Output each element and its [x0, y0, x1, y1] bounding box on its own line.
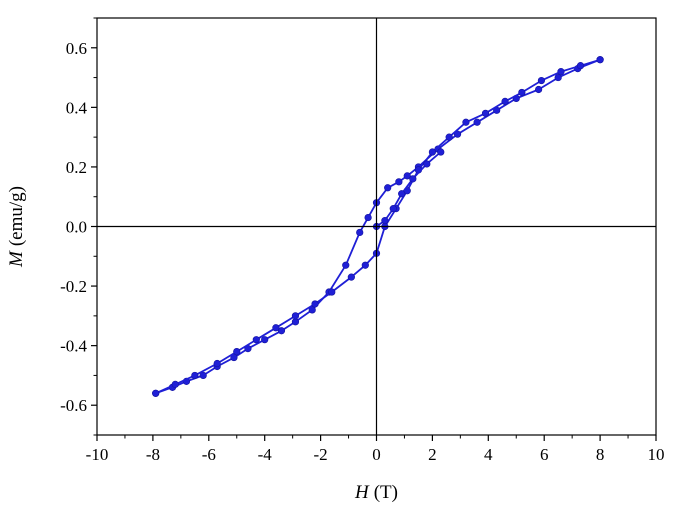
data-point [347, 273, 355, 281]
x-tick-label: 4 [484, 445, 493, 464]
axes [91, 17, 657, 441]
x-tick-label: -10 [86, 445, 109, 464]
data-point [291, 312, 300, 320]
data-point [428, 148, 437, 156]
data-point [384, 184, 392, 192]
y-tick-label: -0.4 [60, 337, 87, 356]
data-point [537, 76, 546, 85]
y-tick-label: 0.6 [66, 39, 87, 58]
x-tick-label: 10 [648, 445, 665, 464]
y-axis-title: M (emu/g) [6, 186, 27, 268]
data-point [152, 389, 160, 397]
x-tick-label: 2 [428, 445, 437, 464]
data-point [191, 371, 199, 380]
data-point [277, 327, 286, 335]
data-point [261, 336, 269, 344]
y-tick-label: 0.4 [66, 98, 88, 117]
data-point [381, 216, 389, 225]
data-point [342, 261, 350, 269]
data-point [171, 380, 179, 388]
x-tick-label: -8 [146, 445, 160, 464]
data-point [596, 56, 604, 64]
data-point [535, 85, 543, 94]
y-axis-unit: (emu/g) [6, 186, 27, 246]
data-point [311, 300, 319, 308]
data-point [409, 175, 417, 183]
data-point [473, 118, 481, 126]
data-point [272, 324, 280, 332]
y-axis-symbol: M [6, 250, 27, 268]
data-point [233, 348, 241, 356]
x-axis-title: H (T) [354, 482, 398, 503]
x-axis-unit: (T) [374, 482, 398, 503]
data-point [395, 178, 403, 186]
x-tick-label: -6 [202, 445, 216, 464]
data-point [554, 73, 562, 82]
data-point [291, 318, 300, 326]
data-point [356, 228, 364, 237]
data-point [364, 213, 372, 222]
data-point [481, 109, 490, 117]
y-tick-label: 0.2 [66, 158, 87, 177]
data-point [361, 261, 369, 269]
data-point [423, 160, 431, 168]
x-axis-symbol: H [354, 482, 370, 503]
data-point [213, 359, 221, 368]
data-point [437, 148, 445, 156]
data-point [518, 88, 526, 97]
data-point [576, 62, 585, 70]
data-point [252, 336, 260, 344]
data-point [557, 68, 565, 76]
data-point [389, 205, 397, 213]
data-point [403, 172, 411, 180]
y-tick-label: 0.0 [66, 218, 87, 237]
y-tick-label: -0.6 [60, 396, 87, 415]
data-point [462, 118, 470, 126]
x-tick-label: 0 [372, 445, 381, 464]
plot-area [152, 56, 604, 397]
y-tick-label: -0.2 [60, 277, 87, 296]
x-tick-label: 8 [596, 445, 605, 464]
tick-labels: -10 -8 -6 -4 -2 0 2 4 6 8 10 -0.6 -0.4 -0.2 0.0 0.2 0.4 0… [60, 39, 664, 464]
x-tick-label: -4 [258, 445, 273, 464]
x-tick-label: 6 [540, 445, 549, 464]
data-point [328, 288, 336, 296]
data-point [199, 371, 207, 380]
data-point [398, 190, 406, 198]
data-point [501, 97, 509, 105]
x-tick-label: -2 [314, 445, 328, 464]
data-point [445, 133, 453, 141]
